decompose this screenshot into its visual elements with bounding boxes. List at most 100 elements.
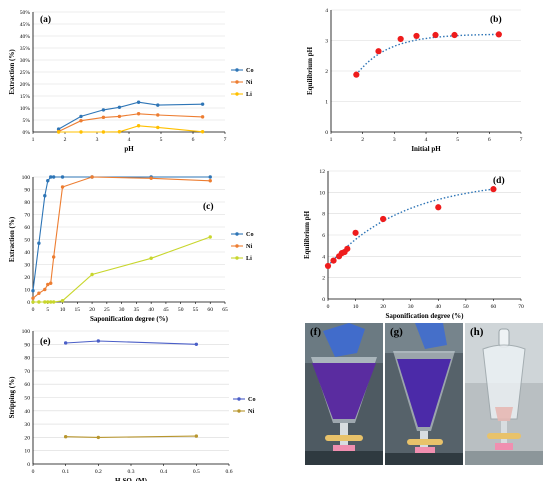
chart-b-series-0-point xyxy=(451,31,458,39)
chart-a-series-ni-point xyxy=(200,115,205,119)
chart-c-series-ni-point xyxy=(49,281,53,285)
chart-e-y-tick-label: 100 xyxy=(22,329,31,335)
chart-c-x-tick-label: 50 xyxy=(178,307,184,313)
chart-c-series-li-point xyxy=(51,300,56,304)
chart-c-legend-label: Ni xyxy=(246,243,252,250)
chart-c-y-tick-label: 90 xyxy=(24,188,30,194)
chart-a-legend-marker xyxy=(235,80,239,84)
chart-c-y-tick-label: 20 xyxy=(24,275,30,281)
chart-d-series-0-point xyxy=(344,245,351,252)
chart-b-y-label: Equilibrium pH xyxy=(306,46,314,95)
chart-a-series-li-point xyxy=(56,130,61,134)
chart-b-x-tick-label: 3 xyxy=(393,137,396,143)
chart-d-series-0-point xyxy=(324,262,332,270)
chart-c-series-ni-point xyxy=(31,296,35,300)
chart-a-y-tick-label: 25% xyxy=(20,70,31,76)
chart-a-x-label: pH xyxy=(124,145,134,153)
chart-a-series-co-point xyxy=(101,108,106,112)
chart-a-series-ni-point xyxy=(79,119,83,123)
chart-e-x-tick-label: 0.3 xyxy=(128,469,135,475)
chart-e-x-tick-label: 0.4 xyxy=(160,469,167,475)
chart-c-x-tick-label: 20 xyxy=(89,307,95,313)
chart-d-y-tick-label: 6 xyxy=(322,233,325,239)
chart-c-series-co-point xyxy=(208,175,212,179)
chart-a-series-ni-point xyxy=(156,113,160,117)
chart-e-legend-label: Co xyxy=(248,396,256,403)
chart-e-y-label: Stripping (%) xyxy=(8,376,16,418)
chart-a-series-li-point xyxy=(117,130,122,134)
chart-d-trendline xyxy=(327,188,494,267)
chart-c-x-tick-label: 35 xyxy=(134,307,140,313)
chart-d-y-tick-label: 4 xyxy=(322,254,325,260)
chart-a-series-co-point xyxy=(156,103,160,107)
chart-b-series-0-point xyxy=(353,71,360,78)
chart-b-x-tick-label: 5 xyxy=(456,137,459,143)
chart-c-series-li-point xyxy=(49,300,53,304)
chart-b-series-0-point xyxy=(432,31,439,39)
chart-c-series-li-point xyxy=(37,300,41,304)
chart-d-panel-label: (d) xyxy=(493,175,505,186)
chart-a-series-li-point xyxy=(136,124,141,128)
funnel-clear-photo-h xyxy=(465,323,543,465)
chart-c-series-co-point xyxy=(49,175,53,179)
chart-b-y-tick-label: 2 xyxy=(325,69,328,75)
chart-c-series-li-point xyxy=(46,300,50,304)
chart-d-x-tick-label: 30 xyxy=(408,304,414,310)
chart-a-y-tick-label: 10% xyxy=(20,106,31,112)
chart-c-y-tick-label: 60 xyxy=(24,225,30,231)
chart-c-legend-marker xyxy=(235,232,239,236)
chart-a-y-tick-label: 30% xyxy=(20,58,31,64)
chart-b-x-tick-label: 4 xyxy=(425,137,428,143)
chart-a-x-tick-label: 6 xyxy=(192,137,195,143)
chart-c-series-co-point xyxy=(60,175,65,179)
chart-e-x-tick-label: 0.5 xyxy=(193,469,200,475)
chart-c-legend-label: Li xyxy=(246,255,252,262)
chart-c-series-co-point xyxy=(37,241,41,245)
chart-c-series-co-point xyxy=(51,175,56,179)
chart-b-x-tick-label: 7 xyxy=(520,137,523,143)
chart-e-x-tick-label: 0 xyxy=(32,469,35,475)
chart-b-series-0-point xyxy=(375,48,382,55)
chart-b-series-0-point xyxy=(413,32,420,40)
chart-e-y-tick-label: 80 xyxy=(24,356,30,362)
photo-label-g: (g) xyxy=(390,326,403,338)
chart-a-y-tick-label: 40% xyxy=(20,34,31,40)
chart-a-series-li-point xyxy=(156,125,160,130)
chart-c-x-tick-label: 25 xyxy=(104,307,110,313)
chart-d-y-label: Equilibrium pH xyxy=(303,210,311,259)
chart-c-series-ni-point xyxy=(43,287,47,292)
chart-c-series-li-point xyxy=(60,299,65,303)
chart-b-x-label: Initial pH xyxy=(411,145,441,153)
photo-h: (h) xyxy=(465,323,543,465)
chart-c-legend-label: Co xyxy=(246,231,254,238)
chart-e-x-tick-label: 0.1 xyxy=(62,469,69,475)
chart-e-y-tick-label: 40 xyxy=(24,409,30,415)
chart-a-x-tick-label: 4 xyxy=(128,137,131,143)
chart-c-series-ni-line xyxy=(32,176,211,299)
chart-a-series-ni-point xyxy=(136,112,141,116)
chart-c-x-tick-label: 40 xyxy=(148,307,154,313)
chart-a-y-label: Extraction (%) xyxy=(8,49,16,95)
chart-b-series-0-point xyxy=(397,35,404,43)
chart-c-x-tick-label: 55 xyxy=(193,307,199,313)
chart-a-x-tick-label: 1 xyxy=(32,137,35,143)
chart-e-series-ni-point xyxy=(194,434,199,438)
chart-a-series-co-point xyxy=(200,102,205,106)
chart-a-series-li-point xyxy=(200,130,205,134)
chart-a-x-tick-label: 5 xyxy=(160,137,163,143)
chart-a-series-co-point xyxy=(117,105,122,109)
chart-e-y-tick-label: 20 xyxy=(24,435,30,441)
chart-c-x-tick-label: 60 xyxy=(207,307,213,313)
chart-a-panel-label: (a) xyxy=(40,14,51,25)
chart-b-series-0-point xyxy=(495,31,502,38)
chart-e-y-tick-label: 10 xyxy=(24,449,30,455)
chart-c-series-ni-point xyxy=(208,179,212,183)
chart-b-x-tick-label: 2 xyxy=(361,137,364,143)
chart-c-series-ni-point xyxy=(51,255,56,259)
chart-d-series-0-point xyxy=(352,229,359,236)
chart-d-y-tick-label: 12 xyxy=(319,169,325,175)
chart-e-series-co-point xyxy=(194,342,199,346)
chart-e-x-tick-label: 0.6 xyxy=(226,469,233,475)
chart-a-series-co-point xyxy=(79,114,83,119)
